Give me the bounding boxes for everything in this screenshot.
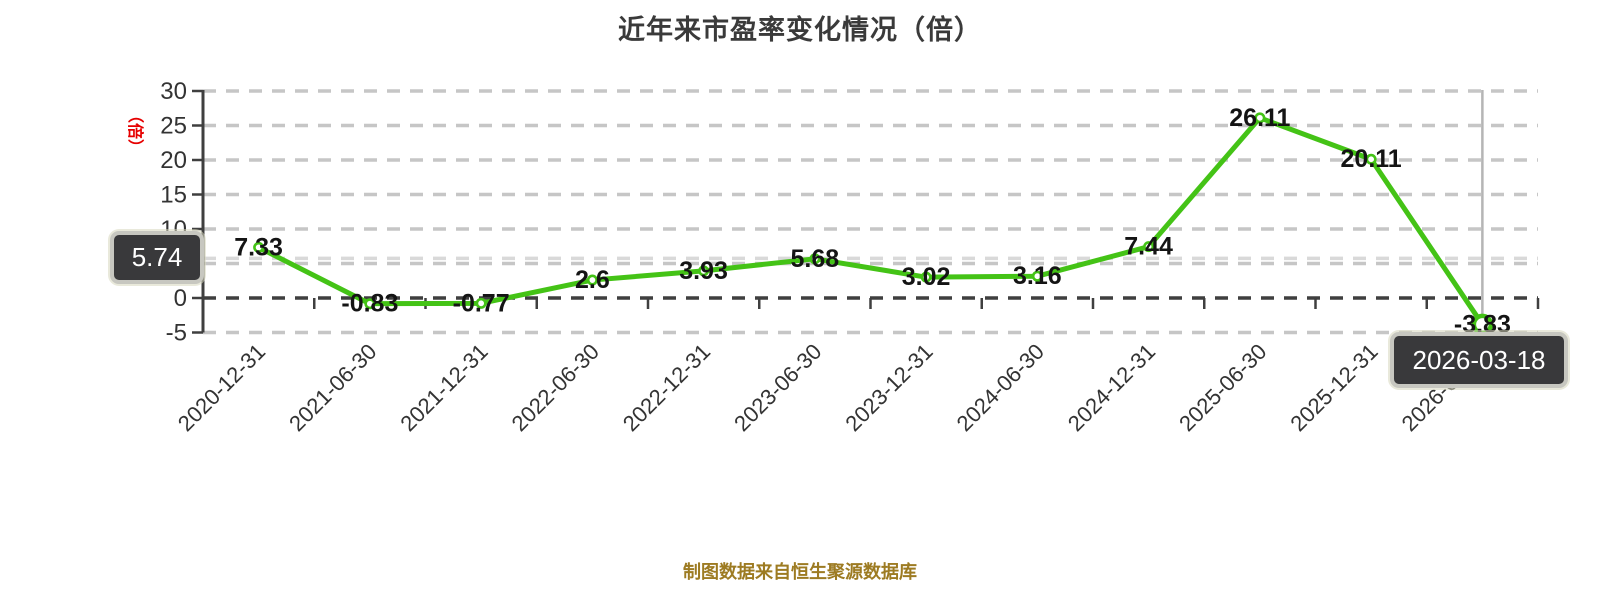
data-point-label: 7.44 — [1124, 233, 1173, 261]
data-point[interactable] — [1143, 241, 1155, 253]
x-axis-date-label: 2022-12-31 — [618, 339, 715, 436]
data-point-label: 26.11 — [1229, 104, 1290, 132]
x-axis-date-label: 2023-12-31 — [840, 339, 937, 436]
y-tick-label: 0 — [174, 285, 187, 312]
y-tick-label: -5 — [166, 320, 187, 347]
data-point[interactable] — [698, 265, 710, 277]
data-point-label: 5.68 — [791, 245, 840, 273]
x-axis-date-label: 2025-06-30 — [1174, 339, 1271, 436]
data-point-label: 3.02 — [902, 263, 951, 291]
data-source-footer: 制图数据来自恒生聚源数据库 — [683, 562, 917, 582]
axis-pointer-value-box: 5.74 — [110, 231, 204, 284]
data-point-label: 20.11 — [1341, 145, 1402, 173]
y-tick-label: 30 — [160, 78, 187, 105]
x-axis-date-label: 2025-12-31 — [1285, 339, 1382, 436]
x-axis-date-label: 2020-12-31 — [173, 339, 270, 436]
data-point-label: -0.83 — [341, 290, 398, 318]
x-axis-date-label: 2023-06-30 — [729, 339, 826, 436]
series-line — [256, 115, 1485, 327]
data-point[interactable] — [364, 298, 376, 310]
x-axis-date-label: 2024-12-31 — [1063, 339, 1160, 436]
axis-pointer-value: 5.74 — [131, 242, 183, 272]
y-tick-label: 15 — [160, 182, 187, 209]
data-point[interactable] — [1254, 112, 1266, 124]
y-tick-label: 25 — [160, 113, 187, 140]
data-point[interactable] — [586, 274, 598, 286]
data-point-label: 2.6 — [575, 266, 610, 294]
x-axis-date-label: 2021-06-30 — [284, 339, 381, 436]
data-point[interactable] — [809, 253, 821, 265]
chart-title: 近年来市盈率变化情况（倍） — [618, 15, 982, 45]
y-tick-label: 20 — [160, 147, 187, 174]
data-point[interactable] — [253, 241, 265, 253]
axis-pointer-date-box: 2026-03-18 — [1390, 332, 1568, 388]
data-point[interactable] — [1365, 153, 1377, 165]
data-point-label: 3.16 — [1013, 262, 1062, 290]
x-axis-date-label: 2022-06-30 — [507, 339, 604, 436]
x-axis-date-label: 2024-06-30 — [952, 339, 1049, 436]
data-point-label: 7.33 — [234, 233, 283, 261]
x-axis-date-label: 2021-12-31 — [395, 339, 492, 436]
data-point-label: 3.93 — [679, 257, 728, 285]
data-point[interactable] — [920, 271, 932, 283]
data-point[interactable] — [1031, 270, 1043, 282]
data-point-label: -0.77 — [453, 289, 510, 317]
data-point[interactable] — [475, 297, 487, 309]
axis-pointer-date: 2026-03-18 — [1412, 344, 1546, 375]
